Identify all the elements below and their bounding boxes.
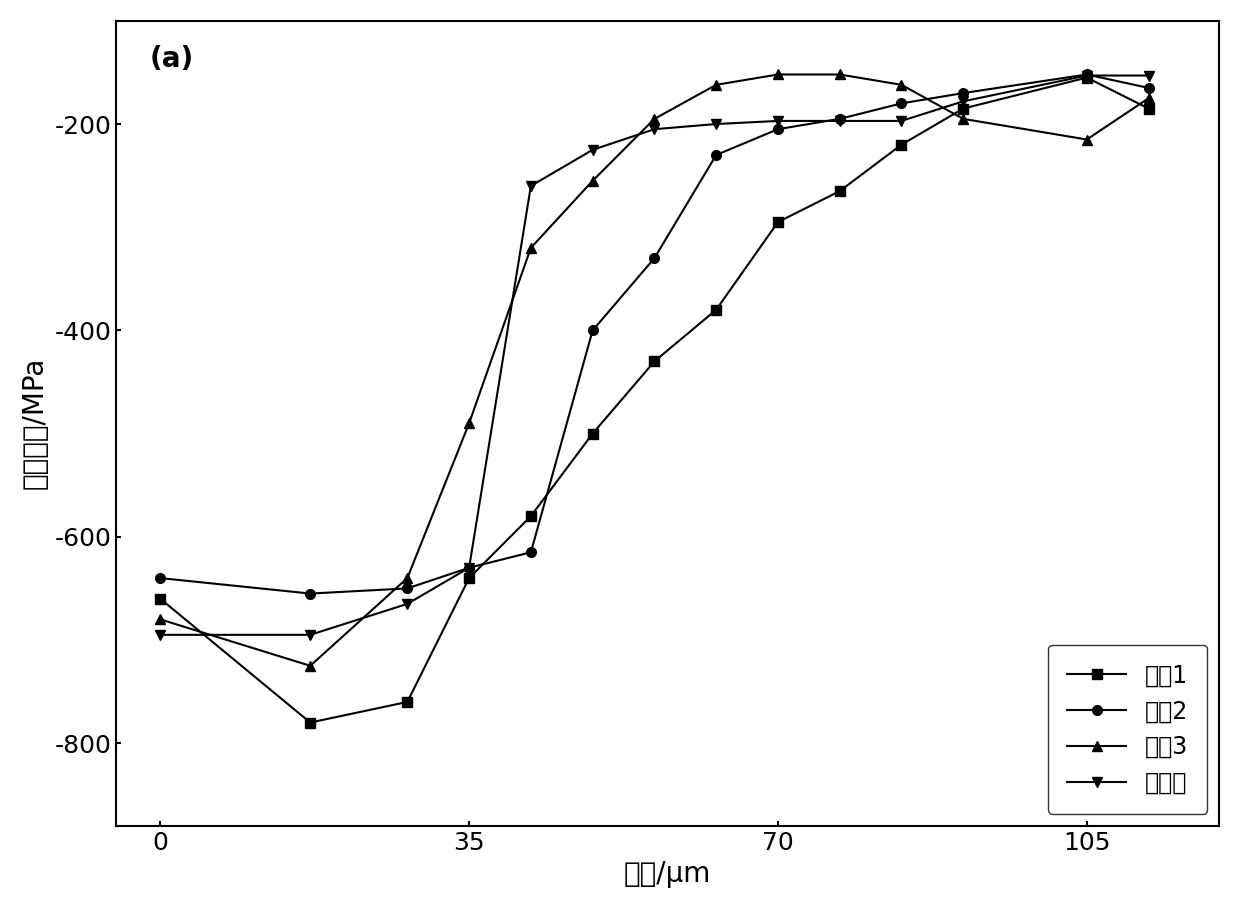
工艺3 — [832, 69, 847, 80]
工艺1 — [1079, 72, 1094, 83]
工艺1 — [585, 428, 600, 439]
工艺1 — [523, 511, 538, 522]
工艺1 — [956, 103, 971, 114]
未处理 — [399, 598, 414, 609]
工艺2 — [1079, 69, 1094, 80]
工艺3 — [1141, 93, 1156, 104]
未处理 — [709, 118, 724, 129]
工艺2 — [894, 98, 909, 109]
工艺1 — [709, 305, 724, 315]
工艺3 — [303, 660, 317, 671]
未处理 — [956, 95, 971, 106]
X-axis label: 深度/μm: 深度/μm — [624, 860, 712, 888]
工艺3 — [956, 114, 971, 125]
工艺2 — [153, 573, 167, 584]
未处理 — [1079, 70, 1094, 81]
工艺2 — [832, 114, 847, 125]
Y-axis label: 残余应力/MPa: 残余应力/MPa — [21, 357, 48, 489]
工艺1 — [399, 696, 414, 707]
工艺3 — [461, 418, 476, 429]
未处理 — [832, 115, 847, 126]
工艺2 — [303, 588, 317, 599]
工艺1 — [770, 216, 785, 227]
未处理 — [770, 115, 785, 126]
工艺2 — [1141, 83, 1156, 94]
未处理 — [647, 124, 662, 135]
未处理 — [153, 629, 167, 640]
工艺2 — [523, 547, 538, 558]
未处理 — [585, 145, 600, 155]
工艺1 — [647, 356, 662, 367]
未处理 — [523, 181, 538, 192]
工艺3 — [647, 114, 662, 125]
Line: 工艺2: 工艺2 — [155, 70, 1153, 598]
工艺1 — [832, 185, 847, 196]
工艺3 — [523, 243, 538, 254]
工艺3 — [153, 614, 167, 624]
工艺2 — [461, 563, 476, 574]
工艺1 — [461, 573, 476, 584]
Line: 工艺3: 工艺3 — [155, 70, 1153, 671]
工艺3 — [585, 175, 600, 186]
工艺2 — [647, 253, 662, 264]
工艺2 — [399, 583, 414, 594]
Text: (a): (a) — [149, 45, 193, 73]
工艺2 — [585, 325, 600, 335]
Line: 工艺1: 工艺1 — [155, 73, 1153, 727]
工艺1 — [153, 594, 167, 604]
未处理 — [461, 563, 476, 574]
未处理 — [894, 115, 909, 126]
工艺1 — [894, 139, 909, 150]
工艺1 — [1141, 103, 1156, 114]
工艺1 — [303, 717, 317, 728]
工艺3 — [709, 79, 724, 90]
未处理 — [1141, 70, 1156, 81]
工艺3 — [399, 573, 414, 584]
工艺2 — [770, 124, 785, 135]
工艺3 — [894, 79, 909, 90]
Legend: 工艺1, 工艺2, 工艺3, 未处理: 工艺1, 工艺2, 工艺3, 未处理 — [1048, 644, 1208, 814]
未处理 — [303, 629, 317, 640]
工艺2 — [709, 150, 724, 161]
工艺3 — [1079, 134, 1094, 145]
Line: 未处理: 未处理 — [155, 71, 1153, 640]
工艺2 — [956, 87, 971, 98]
工艺3 — [770, 69, 785, 80]
